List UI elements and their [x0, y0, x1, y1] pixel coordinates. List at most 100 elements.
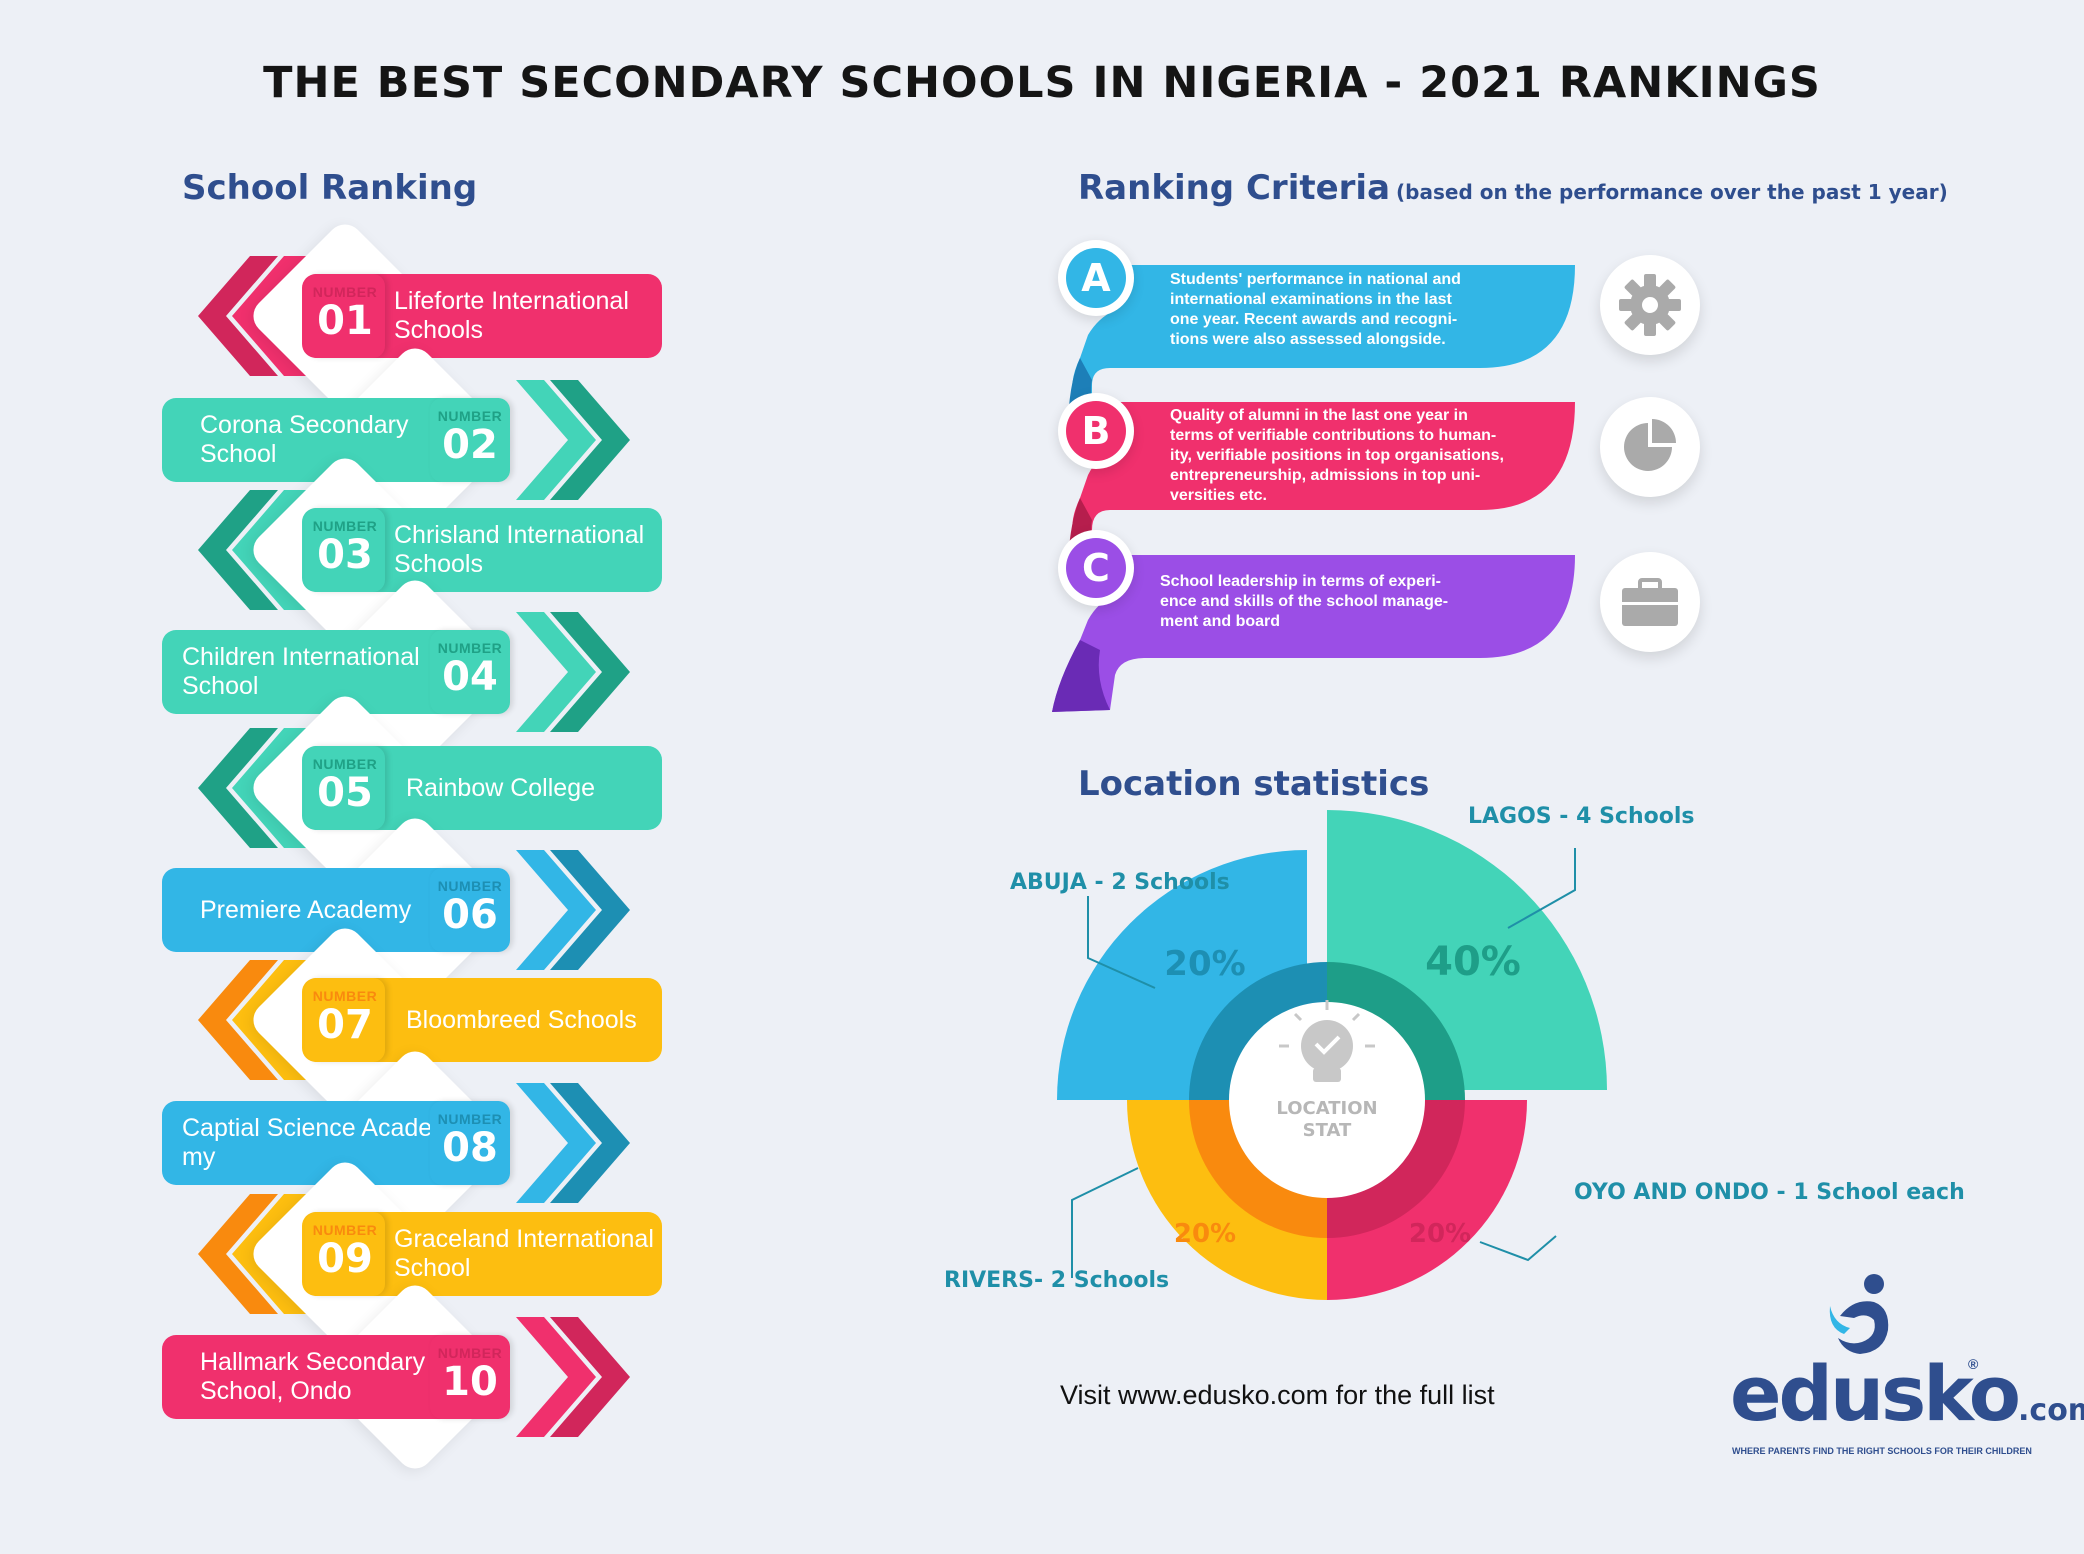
- school-name: Premiere Academy: [200, 896, 411, 925]
- leader-line: [1507, 848, 1576, 929]
- criteria-line: one year. Recent awards and recogni-: [1170, 311, 1458, 328]
- rank-number: 09: [317, 1236, 373, 1282]
- rank-number: 08: [442, 1125, 498, 1171]
- criteria-ribbon-b: [1072, 402, 1575, 560]
- school-name-line: School: [200, 440, 277, 468]
- school-name-line: Hallmark Secondary: [200, 1348, 426, 1376]
- school-name-line: School, Ondo: [200, 1377, 352, 1405]
- school-name-line: my: [182, 1143, 216, 1171]
- criteria-line: ment and board: [1160, 613, 1281, 630]
- chevron-arrow-icon: [198, 728, 312, 848]
- rank-number-badge: NUMBER 03: [305, 508, 385, 592]
- school-name: Lifeforte International Schools: [394, 287, 629, 345]
- chevron-arrow-icon: [516, 612, 630, 732]
- school-name-line: Graceland International: [394, 1225, 654, 1253]
- school-name-line: Schools: [394, 550, 483, 578]
- rank-number-badge: NUMBER 01: [305, 274, 385, 358]
- chevron-arrow-icon: [198, 960, 312, 1080]
- rank-number: 06: [442, 892, 498, 938]
- school-name-line: Premiere Academy: [200, 895, 412, 924]
- school-name-line: Schools: [394, 316, 483, 344]
- criteria-line: terms of verifiable contributions to hum…: [1170, 427, 1497, 444]
- number-label: NUMBER: [437, 640, 503, 656]
- logo-figure-icon: [1829, 1274, 1889, 1354]
- chevron-arrow-icon: [198, 490, 312, 610]
- school-name: Chrisland International Schools: [394, 521, 644, 579]
- criteria-description: Quality of alumni in the last one year i…: [1170, 406, 1504, 506]
- rank-number-badge: NUMBER 02: [430, 398, 510, 482]
- logo-text: edusko: [1730, 1349, 2021, 1438]
- leader-line: [1479, 1235, 1557, 1262]
- center-label: LOCATION: [1276, 1098, 1377, 1119]
- school-name-line: School: [394, 1254, 471, 1282]
- criteria-line: School leadership in terms of experi-: [1160, 573, 1441, 590]
- edusko-logo: edusko.com ® WHERE PARENTS FIND THE RIGH…: [1730, 1268, 2084, 1468]
- school-name: Children International School: [182, 643, 420, 701]
- visit-text: Visit www.edusko.com for the full list: [1060, 1380, 1495, 1410]
- rank-number: 01: [317, 298, 373, 344]
- chevron-arrow-icon: [198, 256, 312, 376]
- criteria-icon-c: [1600, 552, 1700, 652]
- registered-mark: ®: [1968, 1356, 1979, 1372]
- pie-percent-label: 20%: [1174, 1219, 1236, 1249]
- number-label: NUMBER: [312, 518, 378, 534]
- criteria-description: Students' performance in national and int…: [1170, 270, 1461, 350]
- school-name: Corona Secondary School: [200, 411, 408, 469]
- pie-percent-label: 20%: [1409, 1219, 1471, 1249]
- school-name-line: Lifeforte International: [394, 287, 629, 315]
- criteria-line: versities etc.: [1170, 487, 1267, 504]
- school-name-line: Bloombreed Schools: [406, 1005, 637, 1034]
- oyo-ondo-label: OYO AND ONDO - 1 School each: [1574, 1180, 1965, 1205]
- rank-number: 03: [317, 532, 373, 578]
- number-label: NUMBER: [437, 1111, 503, 1127]
- school-ranking-heading: School Ranking: [182, 168, 478, 208]
- criteria-icon-b: [1600, 397, 1700, 497]
- criteria-icon-a: [1600, 255, 1700, 355]
- school-name: Hallmark Secondary School, Ondo: [200, 1348, 425, 1406]
- criteria-ribbon-c-fold: [1052, 640, 1110, 712]
- school-name: Rainbow College: [406, 774, 595, 803]
- criteria-line: Quality of alumni in the last one year i…: [1170, 407, 1468, 424]
- criteria-letter: B: [1066, 401, 1126, 461]
- logo-tagline: WHERE PARENTS FIND THE RIGHT SCHOOLS FOR…: [1732, 1446, 2032, 1456]
- rank-number: 07: [317, 1002, 373, 1048]
- criteria-ribbon-a: [1072, 265, 1575, 420]
- pie-percent-label: 20%: [1164, 944, 1245, 984]
- pie-center: [1229, 1002, 1425, 1198]
- rank-number-badge: NUMBER 07: [305, 978, 385, 1062]
- chevron-arrow-icon: [198, 1194, 312, 1314]
- criteria-line: tions were also assessed alongside.: [1170, 331, 1446, 348]
- chevron-arrow-icon: [516, 380, 630, 500]
- pie-percent-label: 40%: [1425, 939, 1521, 985]
- lightbulb-check-icon: [1279, 1000, 1375, 1082]
- number-label: NUMBER: [312, 988, 378, 1004]
- school-name-line: School: [182, 672, 259, 700]
- criteria-letter-a: A: [1058, 240, 1134, 316]
- criteria-ribbon-c: [1052, 555, 1575, 712]
- page-title: THE BEST SECONDARY SCHOOLS IN NIGERIA - …: [263, 58, 1821, 108]
- school-name-line: Captial Science Acade: [182, 1114, 433, 1142]
- logo-wordmark: edusko.com: [1730, 1354, 2084, 1451]
- criteria-letter: A: [1066, 248, 1126, 308]
- criteria-description: School leadership in terms of experi-enc…: [1160, 572, 1448, 632]
- number-label: NUMBER: [437, 408, 503, 424]
- pie-chart-icon: [1624, 419, 1676, 471]
- briefcase-icon: [1622, 578, 1678, 626]
- rivers-label: RIVERS- 2 Schools: [944, 1268, 1170, 1293]
- rank-number-badge: NUMBER 05: [305, 746, 385, 830]
- logo-suffix: .com: [2018, 1393, 2084, 1428]
- criteria-letter: C: [1066, 538, 1126, 598]
- ranking-criteria-title: Ranking Criteria: [1078, 168, 1391, 208]
- school-name-line: Rainbow College: [406, 773, 596, 802]
- rank-number: 04: [442, 654, 498, 700]
- school-name: Bloombreed Schools: [406, 1006, 637, 1035]
- criteria-line: Students' performance in national and: [1170, 271, 1461, 288]
- number-label: NUMBER: [312, 756, 378, 772]
- chevron-arrow-icon: [516, 850, 630, 970]
- school-name: Captial Science Acade my: [182, 1114, 432, 1172]
- abuja-label: ABUJA - 2 Schools: [1010, 870, 1230, 895]
- school-name-line: Chrisland International: [394, 521, 645, 549]
- rank-number: 05: [317, 770, 373, 816]
- lagos-label: LAGOS - 4 Schools: [1468, 804, 1695, 829]
